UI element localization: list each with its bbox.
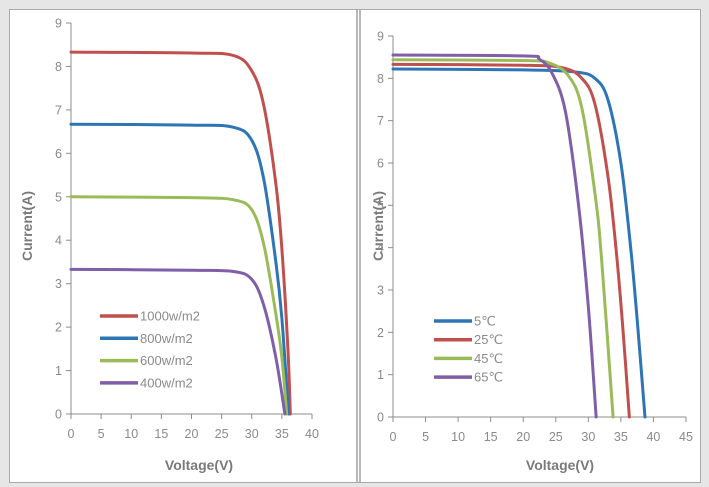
y-tick-label: 0 [377, 411, 384, 425]
series-line [391, 53, 598, 419]
x-tick-label: 10 [451, 430, 465, 444]
legend-label: 1000w/m2 [140, 309, 200, 324]
y-tick-label: 9 [55, 17, 62, 31]
x-tick-label: 5 [98, 427, 105, 441]
y-axis-title: Current(A) [370, 191, 386, 261]
y-axis-title: Current(A) [19, 191, 35, 261]
series-line [69, 122, 290, 416]
x-tick-label: 15 [154, 427, 168, 441]
x-tick-label: 5 [422, 430, 429, 444]
y-tick-label: 2 [55, 321, 62, 335]
legend-label: 45℃ [474, 351, 503, 366]
x-tick-label: 10 [124, 427, 138, 441]
y-tick-label: 6 [377, 157, 384, 171]
y-tick-label: 5 [55, 190, 62, 204]
x-tick-label: 0 [68, 427, 75, 441]
y-tick-label: 8 [55, 60, 62, 74]
x-tick-label: 40 [305, 427, 319, 441]
y-tick-label: 1 [55, 364, 62, 378]
x-tick-label: 20 [185, 427, 199, 441]
y-tick-label: 1 [377, 368, 384, 382]
x-tick-label: 35 [275, 427, 289, 441]
x-tick-label: 15 [484, 430, 498, 444]
y-tick-label: 4 [377, 241, 384, 255]
legend-label: 5℃ [474, 314, 496, 329]
x-tick-label: 25 [215, 427, 229, 441]
y-tick-label: 9 [377, 30, 384, 44]
irradiance-chart: Voltage(V) Current(A) 0 1 2 3 4 5 6 7 8 9 0 5 10 15 20… [19, 17, 319, 474]
legend-label: 25℃ [474, 332, 503, 347]
series-line [69, 50, 292, 416]
legend-label: 600w/m2 [140, 353, 193, 368]
x-tick-label: 25 [549, 430, 563, 444]
y-tick-label: 2 [377, 326, 384, 340]
x-tick-label: 20 [516, 430, 530, 444]
series-line [69, 195, 289, 416]
legend-label: 800w/m2 [140, 331, 193, 346]
y-tick-label: 7 [55, 103, 62, 117]
x-tick-label: 0 [390, 430, 397, 444]
y-tick-label: 6 [55, 147, 62, 161]
x-axis-title: Voltage(V) [526, 457, 594, 473]
x-tick-label: 30 [581, 430, 595, 444]
legend-label: 400w/m2 [140, 375, 193, 390]
x-tick-label: 35 [614, 430, 628, 444]
x-axis-title: Voltage(V) [165, 457, 233, 473]
axes: 0 1 2 3 4 5 6 7 8 9 0 5 10 15 20 25 30 35 40 [55, 17, 319, 442]
chart-frame: Voltage(V) Current(A) 0 1 2 3 4 5 6 7 8 9 0 5 10 15 20… [9, 9, 701, 483]
x-tick-label: 30 [245, 427, 259, 441]
y-tick-label: 7 [377, 114, 384, 128]
x-tick-label: 45 [679, 430, 693, 444]
y-tick-label: 4 [55, 234, 62, 248]
y-tick-label: 0 [55, 408, 62, 422]
y-tick-label: 3 [377, 284, 384, 298]
series-line [69, 267, 287, 416]
y-tick-label: 5 [377, 199, 384, 213]
series-line [391, 58, 615, 419]
y-tick-label: 3 [55, 277, 62, 291]
legend-label: 65℃ [474, 370, 503, 385]
legend: 1000w/m2 800w/m2 600w/m2 400w/m2 [100, 309, 200, 390]
series-line [391, 67, 647, 419]
legend: 5℃ 25℃ 45℃ 65℃ [434, 314, 503, 385]
x-tick-label: 40 [646, 430, 660, 444]
y-tick-label: 8 [377, 72, 384, 86]
series-line [391, 62, 631, 419]
